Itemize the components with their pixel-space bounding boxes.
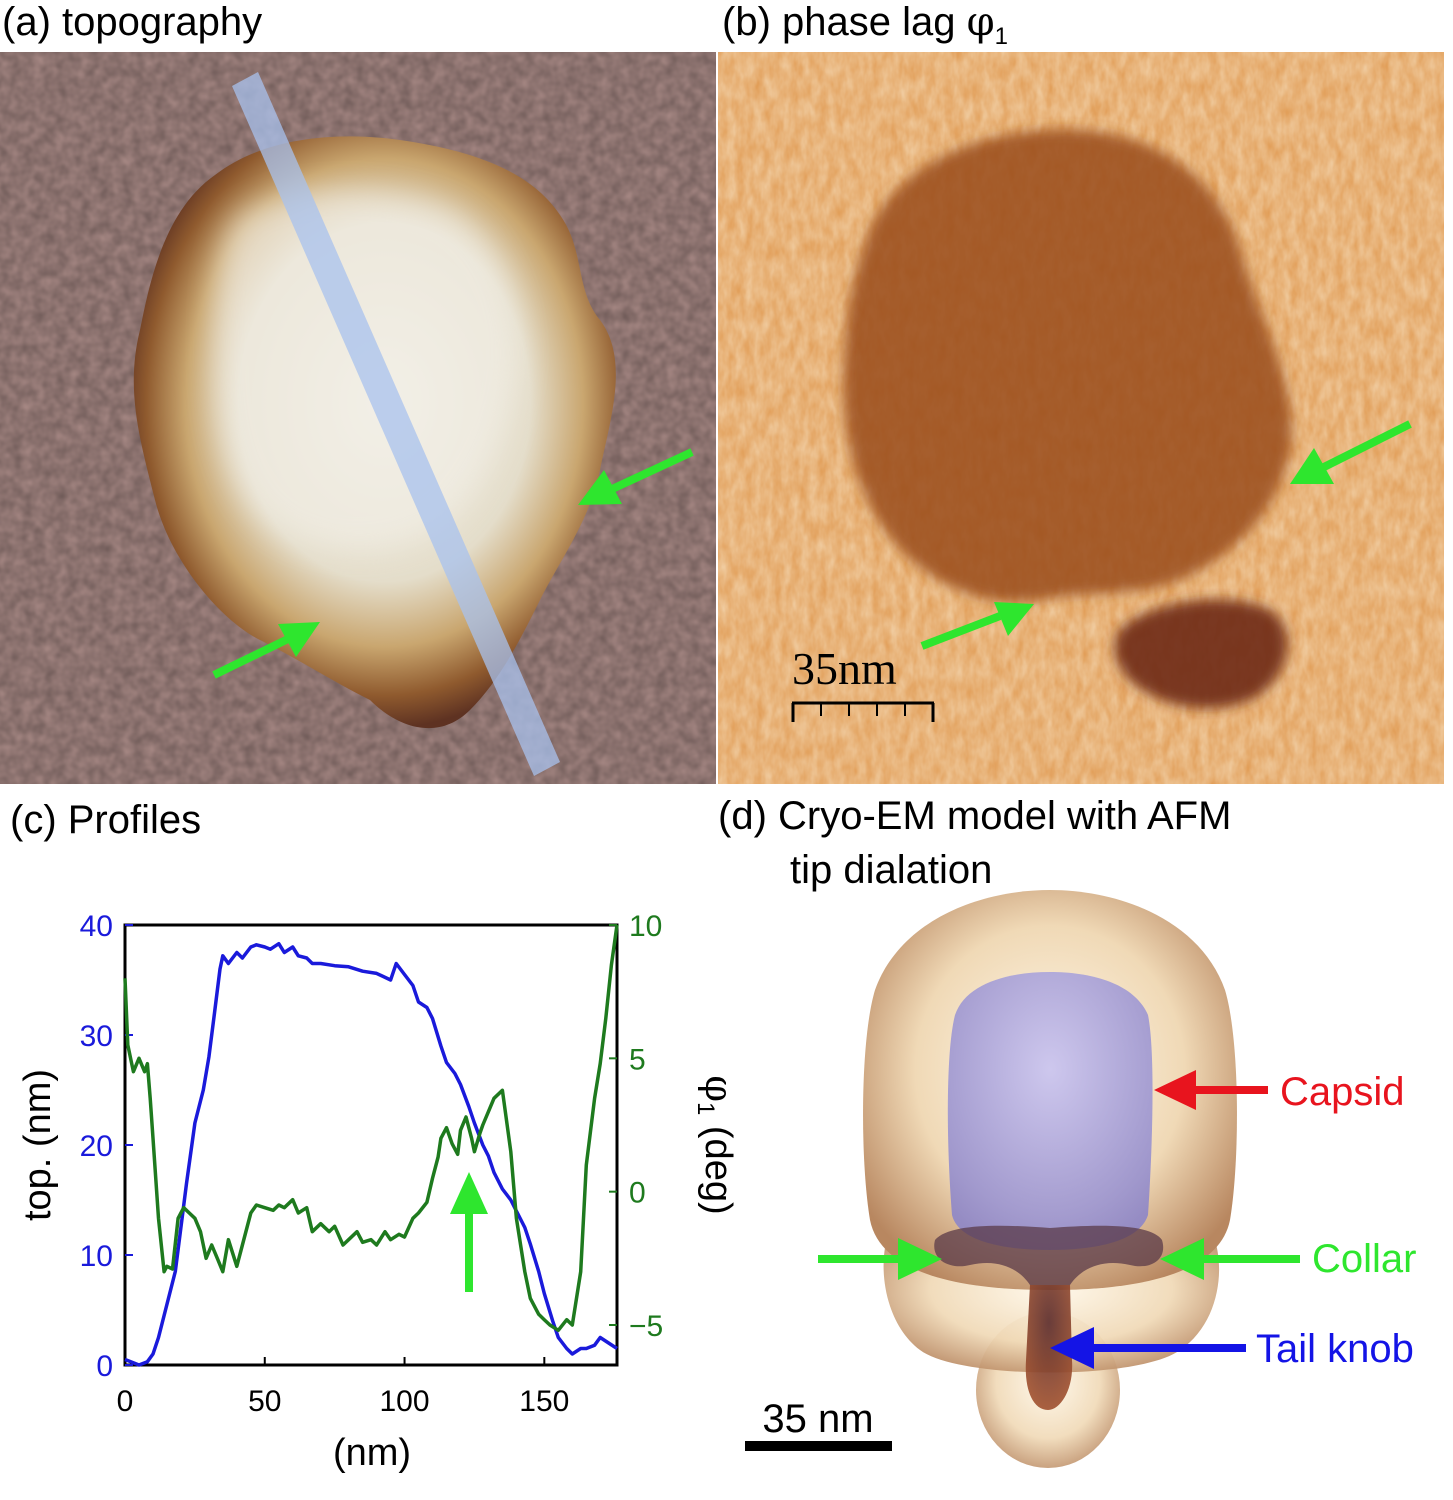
panel-d-label-line1: (d) Cryo-EM model with AFM xyxy=(718,794,1232,838)
x-tick-label: 0 xyxy=(117,1385,134,1418)
y-left-tick-label: 40 xyxy=(80,910,113,943)
panel-b-image: 35nm xyxy=(718,52,1444,784)
profile-line-overlay xyxy=(232,72,560,776)
y-axis-right-phi: φ xyxy=(697,1075,741,1102)
x-tick-label: 100 xyxy=(380,1385,430,1418)
y-axis-right-label: φ1 (deg) xyxy=(692,1075,741,1214)
panel-b-label-text: (b) phase lag xyxy=(722,0,967,44)
panel-b-label-phi: φ xyxy=(966,0,995,45)
x-tick-label: 50 xyxy=(248,1385,281,1418)
arrow-icon xyxy=(212,622,320,679)
arrow-icon xyxy=(1160,1238,1300,1280)
profiles-chart: 0 50 100 150 0 10 20 30 40 −5 0 5 10 (nm) top. (nm… xyxy=(17,910,741,1474)
arrow-icon xyxy=(450,1172,488,1292)
y-right-tick-label: 0 xyxy=(629,1177,646,1210)
arrow-icon xyxy=(920,602,1034,650)
tail-knob-label: Tail knob xyxy=(1256,1327,1414,1371)
y-left-tick-label: 0 xyxy=(96,1350,113,1383)
arrow-icon xyxy=(1154,1070,1268,1110)
plot-frame xyxy=(123,923,619,1367)
panel-c-label: (c) Profiles xyxy=(10,798,202,842)
topography-profile-line xyxy=(124,941,618,1367)
y-right-tick-label: −5 xyxy=(629,1310,663,1343)
y-left-tick-label: 20 xyxy=(80,1130,113,1163)
x-axis-label: (nm) xyxy=(333,1432,411,1474)
scale-bar-d xyxy=(745,1441,892,1451)
y-axis-left-label: top. (nm) xyxy=(17,1069,59,1221)
arrow-icon xyxy=(818,1238,942,1280)
y-axis-right-sub: 1 xyxy=(692,1102,719,1115)
capsid-label: Capsid xyxy=(1280,1070,1405,1114)
panel-b-label-sub: 1 xyxy=(994,23,1008,50)
collar-label: Collar xyxy=(1312,1237,1416,1281)
phase-profile-line xyxy=(123,924,619,1333)
arrow-icon xyxy=(1050,1327,1246,1369)
y-left-tick-label: 10 xyxy=(80,1240,113,1273)
y-axis-right-unit: (deg) xyxy=(697,1115,739,1214)
scale-bar-b xyxy=(791,701,935,722)
y-left-tick-label: 30 xyxy=(80,1020,113,1053)
arrow-icon xyxy=(1290,420,1412,484)
panel-b-label: (b) phase lag φ1 xyxy=(722,2,1008,49)
panel-a-image xyxy=(0,52,716,784)
collar-model xyxy=(934,1225,1164,1285)
panel-a-label: (a) topography xyxy=(2,0,263,44)
y-right-tick-label: 10 xyxy=(629,910,662,943)
x-tick-label: 150 xyxy=(519,1385,569,1418)
panel-d-image: Capsid Collar Tail knob 35 nm xyxy=(745,890,1416,1468)
scale-bar-d-label: 35 nm xyxy=(762,1397,873,1441)
tail-knob-model xyxy=(1025,1285,1073,1410)
phase-dark-region xyxy=(843,129,1292,602)
y-right-tick-label: 5 xyxy=(629,1043,646,1076)
arrow-icon xyxy=(578,448,694,505)
capsid-model xyxy=(947,972,1153,1250)
panel-d-label-line2: tip dialation xyxy=(790,848,993,892)
scale-bar-b-label: 35nm xyxy=(792,643,897,694)
